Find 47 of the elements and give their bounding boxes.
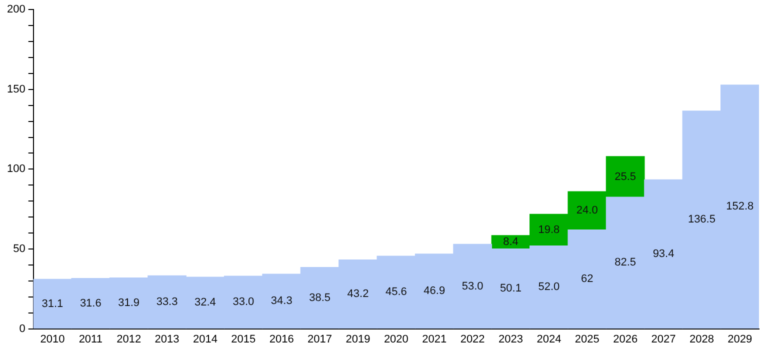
data-label: 31.1: [42, 298, 64, 310]
data-label: 32.4: [194, 296, 216, 309]
y-tick-label: 100: [6, 163, 26, 176]
x-tick-label: 2014: [192, 333, 218, 346]
y-tick-label: 50: [13, 243, 26, 256]
data-label: 31.6: [80, 297, 102, 310]
data-label: 34.3: [270, 295, 292, 308]
data-label: 82.5: [614, 256, 636, 269]
x-tick-label: 2012: [116, 333, 142, 346]
x-tick-label: 2022: [460, 333, 485, 346]
data-label: 8.4: [503, 236, 518, 248]
data-label: 46.9: [424, 285, 446, 298]
data-label: 52.0: [538, 281, 560, 294]
y-tick-label: 150: [6, 83, 26, 96]
x-tick-label: 2029: [728, 333, 752, 346]
data-label: 25.5: [614, 170, 636, 183]
y-tick-label: 0: [19, 322, 26, 335]
x-tick-label: 2026: [613, 333, 638, 346]
x-tick-label: 2010: [40, 333, 65, 346]
data-label: 50.1: [500, 282, 522, 295]
data-label: 24.0: [576, 204, 598, 217]
data-label: 152.8: [726, 200, 754, 213]
x-tick-label: 2028: [689, 333, 714, 346]
x-tick-label: 2017: [308, 333, 332, 346]
data-label: 31.9: [118, 297, 140, 310]
x-tick-label: 2023: [498, 333, 523, 346]
data-label: 33.0: [232, 296, 254, 308]
data-label: 136.5: [688, 214, 716, 226]
x-tick-label: 2024: [536, 333, 562, 346]
x-tick-label: 2016: [269, 333, 294, 346]
x-tick-label: 2027: [651, 333, 676, 346]
data-label: 33.3: [156, 296, 178, 308]
x-tick-label: 2013: [154, 333, 180, 346]
data-label: 93.4: [652, 248, 674, 260]
x-tick-label: 2025: [574, 333, 600, 346]
x-tick-label: 2020: [384, 333, 408, 346]
x-tick-label: 2015: [231, 333, 256, 346]
x-tick-label: 2011: [78, 333, 102, 346]
data-label: 38.5: [309, 292, 331, 304]
x-tick-label: 2019: [346, 333, 370, 346]
x-tick-label: 2021: [422, 333, 447, 346]
data-label: 19.8: [538, 224, 560, 236]
data-label: 53.0: [462, 280, 484, 292]
data-label: 62: [581, 273, 594, 286]
data-label: 43.2: [347, 288, 369, 300]
data-label: 45.6: [385, 286, 407, 298]
y-tick-label: 200: [6, 4, 26, 16]
